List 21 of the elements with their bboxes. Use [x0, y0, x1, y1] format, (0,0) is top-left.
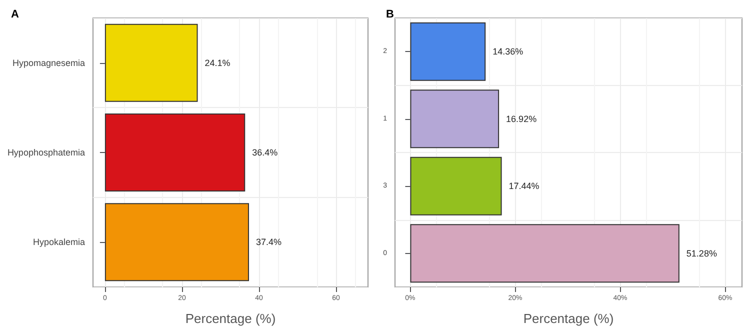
x-axis-title: Percentage (%): [523, 311, 614, 326]
bar: [410, 156, 502, 216]
bar: [410, 90, 500, 148]
bar: [104, 203, 249, 282]
bar: [104, 113, 246, 192]
bar: [104, 24, 198, 102]
bar: [410, 224, 680, 283]
data-label: 16.92%: [506, 114, 537, 124]
x-axis-title: Percentage (%): [185, 311, 276, 326]
data-label: 51.28%: [686, 248, 717, 258]
chart-title: B: [386, 8, 394, 20]
data-label: 36.4%: [252, 148, 278, 158]
y-tick-label: Hypomagnesemia: [12, 58, 85, 68]
data-label: 37.4%: [256, 237, 282, 248]
bar: [410, 22, 486, 81]
chart-title: A: [11, 8, 19, 20]
data-label: 24.1%: [204, 58, 230, 68]
data-label: 17.44%: [508, 181, 540, 192]
y-tick-label: Hypophosphatemia: [7, 148, 85, 158]
data-label: 14.36%: [492, 46, 524, 57]
y-tick-label: Hypokalemia: [32, 237, 85, 248]
